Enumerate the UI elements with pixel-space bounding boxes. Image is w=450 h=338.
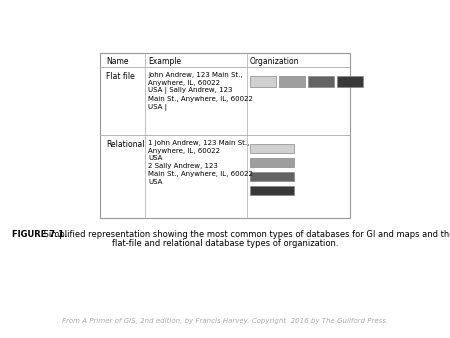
Bar	[250, 186, 294, 195]
Bar	[308, 76, 334, 87]
Text: Name: Name	[106, 57, 129, 66]
Text: 1 John Andrew, 123 Main St.,
Anywhere, IL, 60022
USA
2 Sally Andrew, 123
Main St: 1 John Andrew, 123 Main St., Anywhere, I…	[148, 140, 253, 185]
Text: Simplified representation showing the most common types of databases for GI and : Simplified representation showing the mo…	[41, 230, 450, 239]
Text: FIGURE 7.1.: FIGURE 7.1.	[12, 230, 68, 239]
Text: John Andrew, 123 Main St.,
Anywhere, IL, 60022
USA | Sally Andrew, 123
Main St.,: John Andrew, 123 Main St., Anywhere, IL,…	[148, 72, 253, 111]
Text: Example: Example	[148, 57, 181, 66]
Text: Relational: Relational	[106, 140, 144, 149]
Bar	[250, 158, 294, 167]
Bar	[100, 53, 350, 218]
Text: Organization: Organization	[250, 57, 300, 66]
Bar	[337, 76, 363, 87]
Bar	[250, 76, 276, 87]
Bar	[250, 172, 294, 181]
Text: Flat file: Flat file	[106, 72, 135, 81]
Text: From A Primer of GIS, 2nd edition, by Francis Harvey. Copyright  2016 by The Gui: From A Primer of GIS, 2nd edition, by Fr…	[62, 318, 388, 324]
Bar	[250, 144, 294, 153]
Text: flat-file and relational database types of organization.: flat-file and relational database types …	[112, 239, 338, 248]
Bar	[279, 76, 305, 87]
